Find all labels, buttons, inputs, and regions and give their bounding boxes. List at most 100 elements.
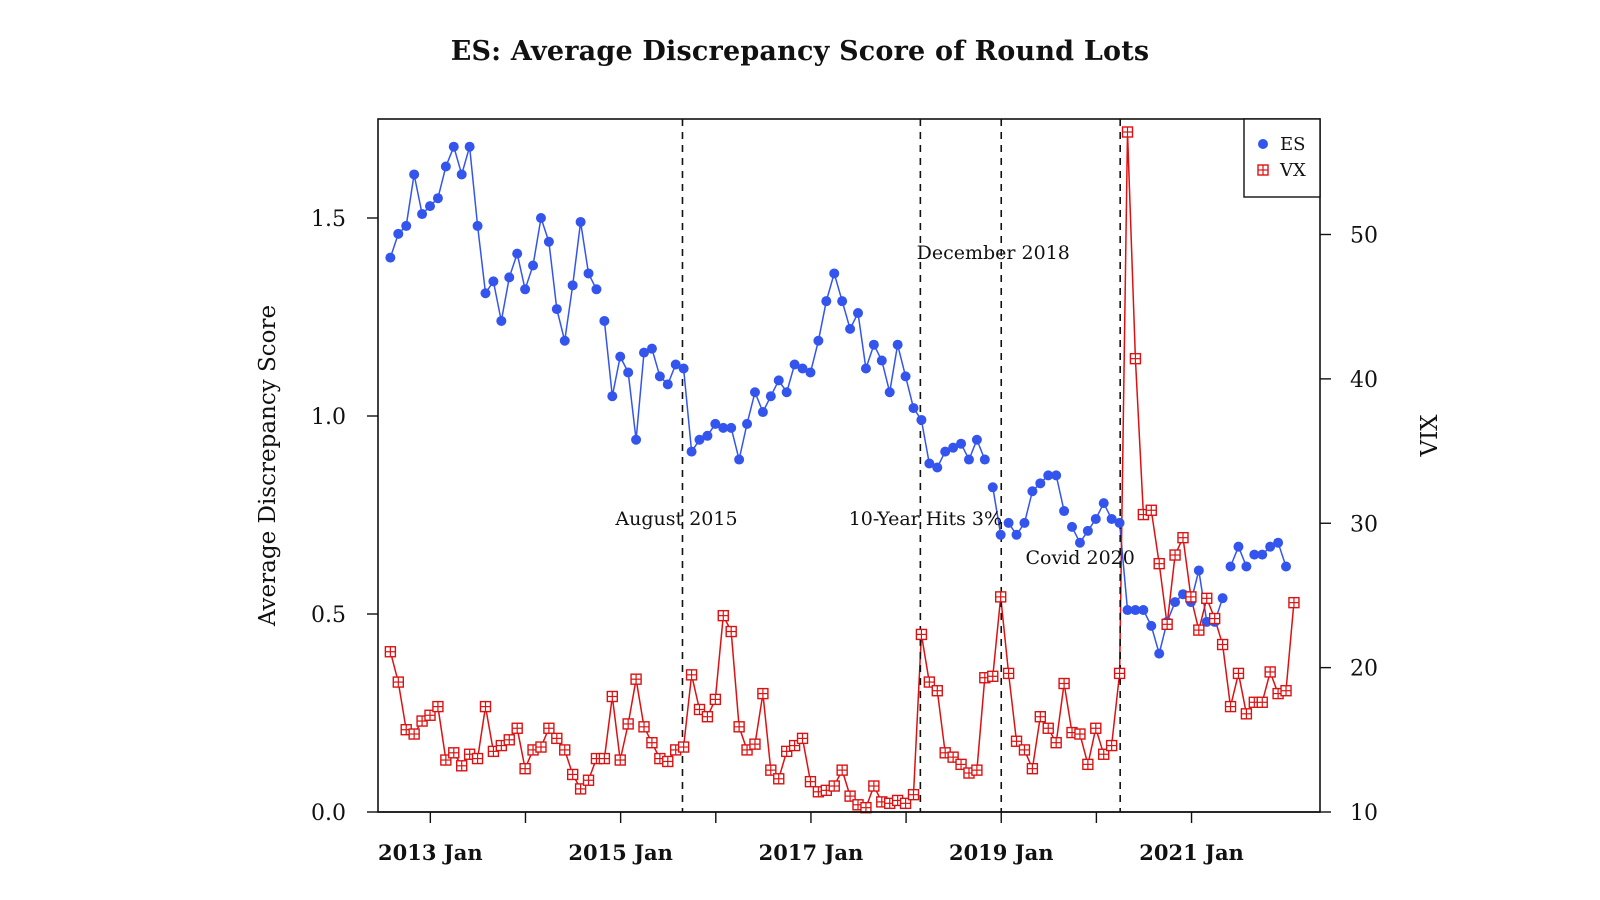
legend-marker-vx <box>1257 164 1269 176</box>
data-point-vx <box>955 758 967 771</box>
y-tick-label: 1.0 <box>311 405 346 430</box>
data-point-es <box>440 161 451 172</box>
data-point-vx <box>828 780 840 792</box>
data-point-es <box>1241 561 1252 572</box>
x-tick-label: 2017 Jan <box>759 840 864 865</box>
data-point-vx <box>725 625 737 638</box>
data-point-vx <box>432 700 444 713</box>
y-tick-label: 1.5 <box>311 207 346 232</box>
series-line-vx <box>389 131 1295 809</box>
data-point-es <box>860 363 871 374</box>
data-point-vx <box>424 709 436 721</box>
data-point-vx <box>574 783 587 795</box>
data-point-es <box>773 375 784 386</box>
data-point-es <box>607 391 618 402</box>
data-point-es <box>694 434 705 445</box>
data-point-vx <box>1177 531 1189 544</box>
data-point-es <box>924 458 935 469</box>
data-point-es <box>805 367 816 378</box>
data-point-vx <box>765 764 777 776</box>
data-point-vx <box>1145 504 1157 516</box>
data-point-es <box>1003 517 1014 528</box>
data-point-es <box>948 442 959 453</box>
data-point-vx <box>440 754 452 766</box>
annotations: August 2015 10-Year Hits 3% December 2018 C… <box>614 242 1134 569</box>
data-point-vx <box>535 741 547 753</box>
data-point-vx <box>479 700 492 713</box>
data-point-es <box>829 268 840 279</box>
data-point-vx <box>1224 700 1237 713</box>
data-point-es <box>1146 620 1157 631</box>
data-point-es <box>1035 478 1046 489</box>
data-point-vx <box>693 703 706 716</box>
data-point-es <box>718 422 729 433</box>
legend-label-es: ES <box>1280 134 1305 155</box>
data-point-vx <box>1256 696 1268 708</box>
data-point-vx <box>773 773 785 785</box>
data-point-es <box>900 371 911 382</box>
data-point-es <box>448 141 459 152</box>
data-point-es <box>654 371 665 382</box>
data-point-es <box>1193 565 1204 576</box>
data-point-vx <box>1026 762 1039 775</box>
series-line-es <box>389 144 1287 657</box>
x-tick-label: 2019 Jan <box>949 840 1054 865</box>
data-point-es <box>686 446 697 457</box>
data-point-vx <box>701 711 714 723</box>
data-point-vx <box>622 718 634 730</box>
event-label: 10-Year Hits 3% <box>849 508 1002 530</box>
data-point-vx <box>511 722 523 734</box>
data-point-es <box>1059 506 1070 517</box>
data-point-vx <box>408 728 420 740</box>
data-point-es <box>496 315 507 326</box>
data-point-es <box>813 335 824 346</box>
data-point-es <box>995 529 1006 540</box>
data-point-vx <box>471 752 484 765</box>
data-point-vx <box>733 721 745 733</box>
data-point-es <box>979 454 990 465</box>
data-point-vx <box>416 715 428 727</box>
data-point-vx <box>1042 722 1054 734</box>
data-point-vx <box>709 693 722 706</box>
y-axis-title: Average Discrepancy Score <box>255 305 281 627</box>
data-point-vx <box>1010 735 1023 747</box>
y2-tick-label: 10 <box>1350 801 1378 826</box>
y-tick-label: 0.0 <box>311 801 346 826</box>
data-point-es <box>678 363 689 374</box>
data-point-es <box>940 446 951 457</box>
data-point-es <box>385 252 396 263</box>
data-point-es <box>631 434 642 445</box>
data-point-vx <box>1034 711 1047 723</box>
data-point-es <box>853 308 864 319</box>
data-point-vx <box>1169 549 1181 561</box>
data-point-es <box>528 260 539 271</box>
data-point-es <box>1067 521 1078 532</box>
data-point-vx <box>487 745 500 758</box>
data-point-vx <box>844 790 856 802</box>
legend-marker-es <box>1258 139 1268 149</box>
data-point-es <box>646 343 657 354</box>
data-point-es <box>1027 486 1038 497</box>
data-point-es <box>575 216 586 227</box>
data-point-es <box>845 323 856 334</box>
data-point-es <box>543 236 554 247</box>
data-point-es <box>749 387 760 398</box>
data-point-vx <box>503 734 515 746</box>
data-point-vx <box>1105 739 1118 752</box>
data-point-vx <box>796 732 809 745</box>
data-point-vx <box>495 739 508 752</box>
data-point-vx <box>1288 596 1300 609</box>
data-point-es <box>1051 470 1062 481</box>
data-point-vx <box>1264 666 1276 678</box>
data-point-vx <box>899 797 912 810</box>
data-point-vx <box>384 646 397 658</box>
data-point-vx <box>717 609 729 622</box>
data-point-vx <box>1050 737 1062 749</box>
data-point-vx <box>1074 728 1086 740</box>
data-point-vx <box>915 628 928 641</box>
data-point-es <box>480 288 491 299</box>
data-point-vx <box>566 768 579 781</box>
axes: 2013 Jan 2015 Jan 2017 Jan 2019 Jan 2021 Jan… <box>255 118 1443 865</box>
data-point-vx <box>1153 557 1165 570</box>
